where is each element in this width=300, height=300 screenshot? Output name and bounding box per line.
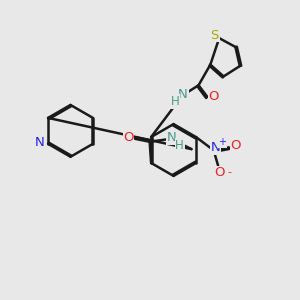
Text: N: N (210, 141, 220, 154)
Text: +: + (218, 137, 226, 147)
Text: H: H (171, 95, 179, 108)
Text: N: N (167, 131, 177, 144)
Text: -: - (228, 167, 232, 177)
Text: N: N (178, 88, 188, 101)
Text: S: S (211, 29, 219, 42)
Text: H: H (175, 139, 184, 152)
Text: O: O (123, 131, 134, 144)
Text: O: O (230, 140, 241, 152)
Text: O: O (214, 167, 225, 179)
Text: N: N (35, 136, 45, 149)
Text: O: O (208, 91, 219, 103)
